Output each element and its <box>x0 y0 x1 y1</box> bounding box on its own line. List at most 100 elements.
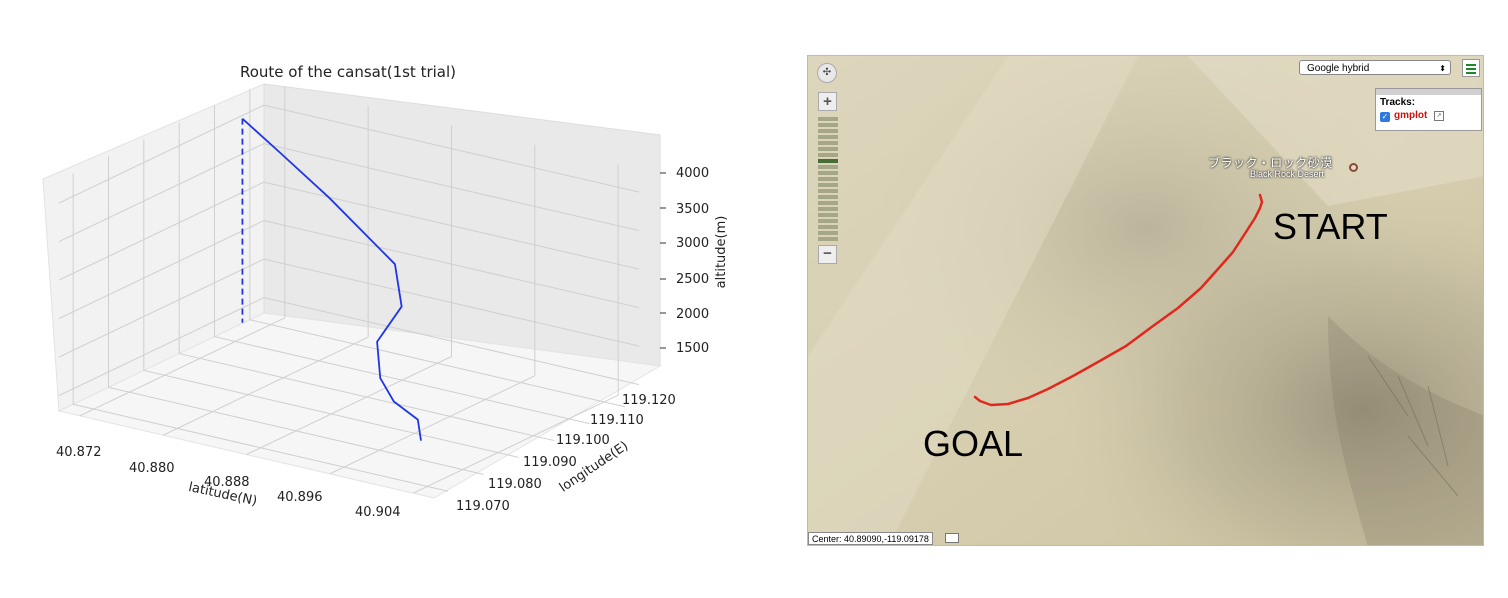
grid-line <box>263 181 640 270</box>
zoom-slider[interactable] <box>818 117 838 241</box>
zoom-level-tick[interactable] <box>818 171 838 175</box>
map-layer-select-value: Google hybrid <box>1307 63 1370 74</box>
y-tick-label: 119.100 <box>556 433 610 448</box>
y-tick-labels: 119.070 119.080 119.090 119.100 119.110 … <box>456 393 676 514</box>
zoom-level-tick[interactable] <box>818 225 838 229</box>
place-name-jp: ブラック・ロック砂漠 <box>1208 156 1333 170</box>
goal-label: GOAL <box>923 423 1024 464</box>
external-link-icon[interactable]: ↗ <box>1434 111 1444 121</box>
grid-line <box>73 403 449 492</box>
grid-line <box>58 220 265 320</box>
center-coordinates: Center: 40.89090,-119.09178 <box>808 532 933 545</box>
y-tick-label: 119.080 <box>488 477 542 492</box>
grid-line <box>58 258 265 358</box>
zoom-level-tick[interactable] <box>818 213 838 217</box>
x-tick-label: 40.896 <box>277 490 323 505</box>
grid-line <box>143 369 519 458</box>
z-tick-label: 1500 <box>676 341 709 356</box>
grid-line <box>58 104 265 204</box>
grid-line <box>263 104 640 193</box>
z-tick-label: 3500 <box>676 202 709 217</box>
zoom-level-tick[interactable] <box>818 231 838 235</box>
zoom-level-tick[interactable] <box>818 201 838 205</box>
menu-icon-bar <box>1466 68 1476 70</box>
grid-lines <box>58 86 640 494</box>
zoom-level-tick[interactable] <box>818 177 838 181</box>
y-tick-label: 119.070 <box>456 499 510 514</box>
zoom-level-tick[interactable] <box>818 153 838 157</box>
route-3d-svg: 40.872 40.880 40.888 40.896 40.904 119.0… <box>42 63 729 520</box>
z-tick-marks <box>660 172 666 349</box>
zoom-level-tick[interactable] <box>818 129 838 133</box>
z-tick-label: 4000 <box>676 166 709 181</box>
menu-icon-bar <box>1466 72 1476 74</box>
place-marker-icon[interactable] <box>1349 163 1358 172</box>
tracks-panel-header <box>1376 89 1481 95</box>
tracks-title: Tracks: <box>1380 97 1416 108</box>
grid-line <box>214 336 590 425</box>
floor-pane <box>57 312 662 499</box>
z-tick-labels: 1500 2000 2500 3000 3500 4000 <box>676 166 709 356</box>
grid-line <box>249 319 625 408</box>
zoom-level-tick[interactable] <box>818 165 838 169</box>
grid-line <box>263 258 640 347</box>
grid-line <box>246 356 452 455</box>
zoom-level-tick[interactable] <box>818 123 838 127</box>
route-track-line <box>241 117 422 441</box>
layer-menu-button[interactable] <box>1462 59 1480 77</box>
zoom-level-tick[interactable] <box>818 141 838 145</box>
grid-line <box>58 181 265 281</box>
z-axis-label: altitude(m) <box>714 216 729 289</box>
start-label: START <box>1273 206 1388 247</box>
track-name: gmplot <box>1394 110 1428 121</box>
place-name-en: Black Rock Desert <box>1250 169 1325 179</box>
grid-line <box>162 336 369 436</box>
x-tick-label: 40.872 <box>56 445 102 460</box>
map-view[interactable]: ✣ + − Google hybrid ⬍ Tracks: ✓ gmplot ↗… <box>807 55 1484 546</box>
tracks-panel: Tracks: ✓ gmplot ↗ <box>1375 88 1482 131</box>
z-tick-label: 2500 <box>676 272 709 287</box>
x-tick-label: 40.880 <box>129 461 175 476</box>
zoom-level-tick[interactable] <box>818 207 838 211</box>
menu-icon <box>1466 64 1476 66</box>
zoom-level-tick[interactable] <box>818 219 838 223</box>
y-tick-label: 119.110 <box>590 413 644 428</box>
zoom-level-tick[interactable] <box>818 189 838 193</box>
pan-control-button[interactable]: ✣ <box>817 63 837 83</box>
z-tick-label: 2000 <box>676 307 709 322</box>
zoom-level-tick[interactable] <box>818 159 838 163</box>
ruler-icon[interactable] <box>945 533 959 543</box>
x-tick-labels: 40.872 40.880 40.888 40.896 40.904 <box>56 445 401 520</box>
gps-track <box>973 193 1264 407</box>
track-checkbox[interactable]: ✓ <box>1380 112 1390 122</box>
grid-line <box>329 375 536 475</box>
grid-line <box>108 386 484 475</box>
zoom-level-tick[interactable] <box>818 183 838 187</box>
grid-line <box>179 353 555 442</box>
select-arrows-icon: ⬍ <box>1439 64 1446 73</box>
map-layer-select[interactable]: Google hybrid ⬍ <box>1299 60 1451 75</box>
zoom-level-tick[interactable] <box>818 117 838 121</box>
zoom-level-tick[interactable] <box>818 237 838 241</box>
z-tick-label: 3000 <box>676 236 709 251</box>
grid-line <box>58 297 265 397</box>
zoom-level-tick[interactable] <box>818 195 838 199</box>
zoom-out-button[interactable]: − <box>818 245 837 264</box>
y-tick-label: 119.090 <box>523 455 577 470</box>
x-tick-label: 40.888 <box>204 475 250 490</box>
zoom-in-button[interactable]: + <box>818 92 837 111</box>
satellite-imagery <box>808 56 1483 545</box>
grid-line <box>263 297 640 386</box>
grid-line <box>58 143 265 243</box>
grid-line <box>79 317 286 417</box>
grid-line <box>263 220 640 309</box>
chart-title: Route of the cansat(1st trial) <box>240 63 456 81</box>
zoom-level-tick[interactable] <box>818 147 838 151</box>
zoom-level-tick[interactable] <box>818 135 838 139</box>
grid-line <box>412 394 619 494</box>
route-3d-chart: 40.872 40.880 40.888 40.896 40.904 119.0… <box>42 63 729 520</box>
grid-line <box>263 143 640 232</box>
x-tick-label: 40.904 <box>355 505 401 520</box>
route-lines <box>241 117 422 441</box>
y-tick-label: 119.120 <box>622 393 676 408</box>
